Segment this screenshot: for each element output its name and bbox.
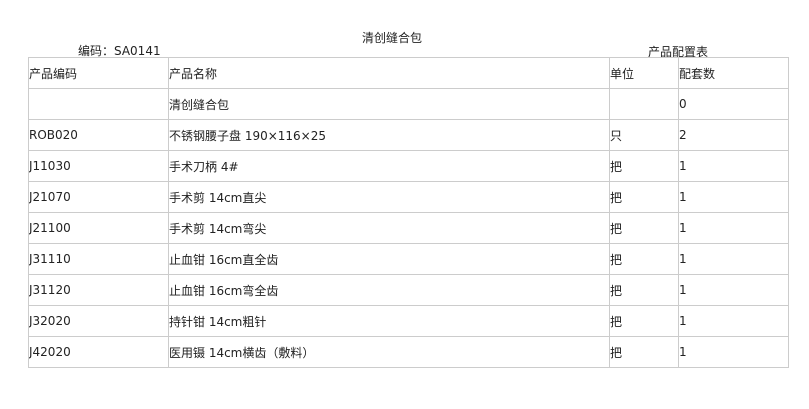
- unit-cell: [609, 88, 679, 120]
- product-code-cell: ROB020: [28, 119, 169, 151]
- quantity-cell: 配套数: [678, 57, 789, 89]
- table-row: J11030 手术刀柄 4# 把 1: [28, 150, 789, 182]
- unit-cell: 把: [609, 305, 679, 337]
- quantity-cell: 1: [678, 243, 789, 275]
- unit-cell: 把: [609, 243, 679, 275]
- quantity-cell: 2: [678, 119, 789, 151]
- product-code-cell: J21100: [28, 212, 169, 244]
- product-name-cell: 持针钳 14cm粗针: [168, 305, 610, 337]
- table-row: J32020 持针钳 14cm粗针把 1: [28, 305, 789, 337]
- product-name-cell: 不锈钢腰子盘 190×116×25: [168, 119, 610, 151]
- table-row: J31120 止血钳 16cm弯全齿把 1: [28, 274, 789, 306]
- product-code-cell: J32020: [28, 305, 169, 337]
- table-row: J21100 手术剪 14cm弯尖把 1: [28, 212, 789, 244]
- product-name-cell: 手术剪 14cm直尖: [168, 181, 610, 213]
- unit-cell: 单位: [609, 57, 679, 89]
- unit-cell: 把: [609, 150, 679, 182]
- product-name-cell: 医用镊 14cm横齿（敷料）: [168, 336, 610, 368]
- table-row: J42020 医用镊 14cm横齿（敷料）把 1: [28, 336, 789, 368]
- code-label: 编码：SA0141: [78, 44, 161, 58]
- table-caption: 产品配置表: [648, 45, 709, 59]
- product-code-cell: 产品编码: [28, 57, 169, 89]
- table-row: 清创缝合包 0: [28, 88, 789, 120]
- unit-cell: 把: [609, 336, 679, 368]
- quantity-cell: 1: [678, 150, 789, 182]
- table-row: ROB020 不锈钢腰子盘 190×116×25 只 2: [28, 119, 789, 151]
- product-name-cell: 手术剪 14cm弯尖: [168, 212, 610, 244]
- quantity-cell: 0: [678, 88, 789, 120]
- product-name-cell: 止血钳 16cm弯全齿: [168, 274, 610, 306]
- product-code-cell: J42020: [28, 336, 169, 368]
- unit-cell: 只: [609, 119, 679, 151]
- product-code-cell: J31110: [28, 243, 169, 275]
- quantity-cell: 1: [678, 305, 789, 337]
- quantity-cell: 1: [678, 274, 789, 306]
- quantity-cell: 1: [678, 181, 789, 213]
- product-code-cell: J21070: [28, 181, 169, 213]
- table-row: J31110 止血钳 16cm直全齿把 1: [28, 243, 789, 275]
- unit-cell: 把: [609, 212, 679, 244]
- product-code-cell: J31120: [28, 274, 169, 306]
- product-name-cell: 产品名称: [168, 57, 610, 89]
- unit-cell: 把: [609, 181, 679, 213]
- product-code-cell: [28, 88, 169, 120]
- table-row: J21070 手术剪 14cm直尖把 1: [28, 181, 789, 213]
- quantity-cell: 1: [678, 336, 789, 368]
- unit-cell: 把: [609, 274, 679, 306]
- header-row: 产品编码 产品名称 单位 配套数: [28, 57, 789, 89]
- product-name-cell: 止血钳 16cm直全齿: [168, 243, 610, 275]
- product-name-cell: 清创缝合包: [168, 88, 610, 120]
- product-code-cell: J11030: [28, 150, 169, 182]
- config-table: 产品编码 产品名称 单位 配套数 清创缝合包 0 ROB020 不锈钢腰子盘 190×116×…: [28, 57, 789, 368]
- page-title: 清创缝合包: [362, 31, 423, 45]
- product-name-cell: 手术刀柄 4#: [168, 150, 610, 182]
- quantity-cell: 1: [678, 212, 789, 244]
